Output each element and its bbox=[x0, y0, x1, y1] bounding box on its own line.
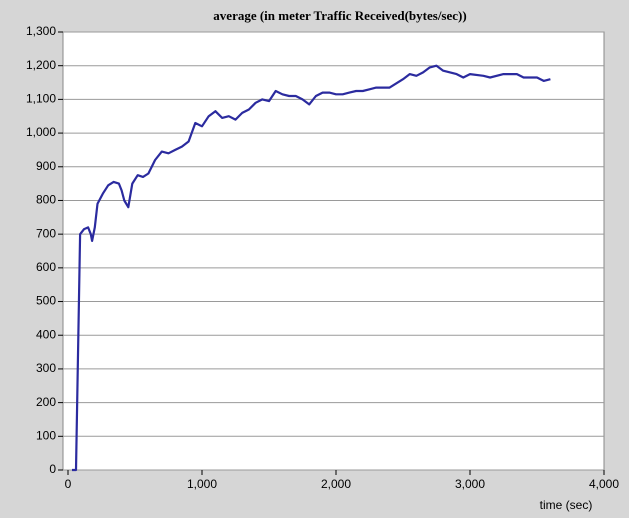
y-tick-label: 1,200 bbox=[26, 58, 56, 72]
x-tick-label: 0 bbox=[65, 477, 72, 491]
y-tick-label: 500 bbox=[36, 294, 56, 308]
y-tick-label: 900 bbox=[36, 159, 56, 173]
data-line bbox=[72, 64, 551, 472]
y-tick-label: 0 bbox=[49, 462, 56, 476]
y-tick-label: 1,300 bbox=[26, 24, 56, 38]
x-tick-label: 2,000 bbox=[321, 477, 351, 491]
y-tick-label: 600 bbox=[36, 260, 56, 274]
y-tick-label: 400 bbox=[36, 327, 56, 341]
plot-area bbox=[62, 31, 605, 471]
chart-title: average (in meter Traffic Received(bytes… bbox=[213, 8, 466, 23]
y-tick-label: 1,000 bbox=[26, 125, 56, 139]
x-tick-label: 3,000 bbox=[455, 477, 485, 491]
y-tick-label: 200 bbox=[36, 395, 56, 409]
y-tick-label: 700 bbox=[36, 226, 56, 240]
y-tick-label: 300 bbox=[36, 361, 56, 375]
x-tick-label: 4,000 bbox=[589, 477, 619, 491]
y-tick-label: 1,100 bbox=[26, 92, 56, 106]
x-axis-label: time (sec) bbox=[540, 498, 593, 512]
x-tick-label: 1,000 bbox=[187, 477, 217, 491]
y-tick-label: 100 bbox=[36, 428, 56, 442]
y-tick-label: 800 bbox=[36, 193, 56, 207]
